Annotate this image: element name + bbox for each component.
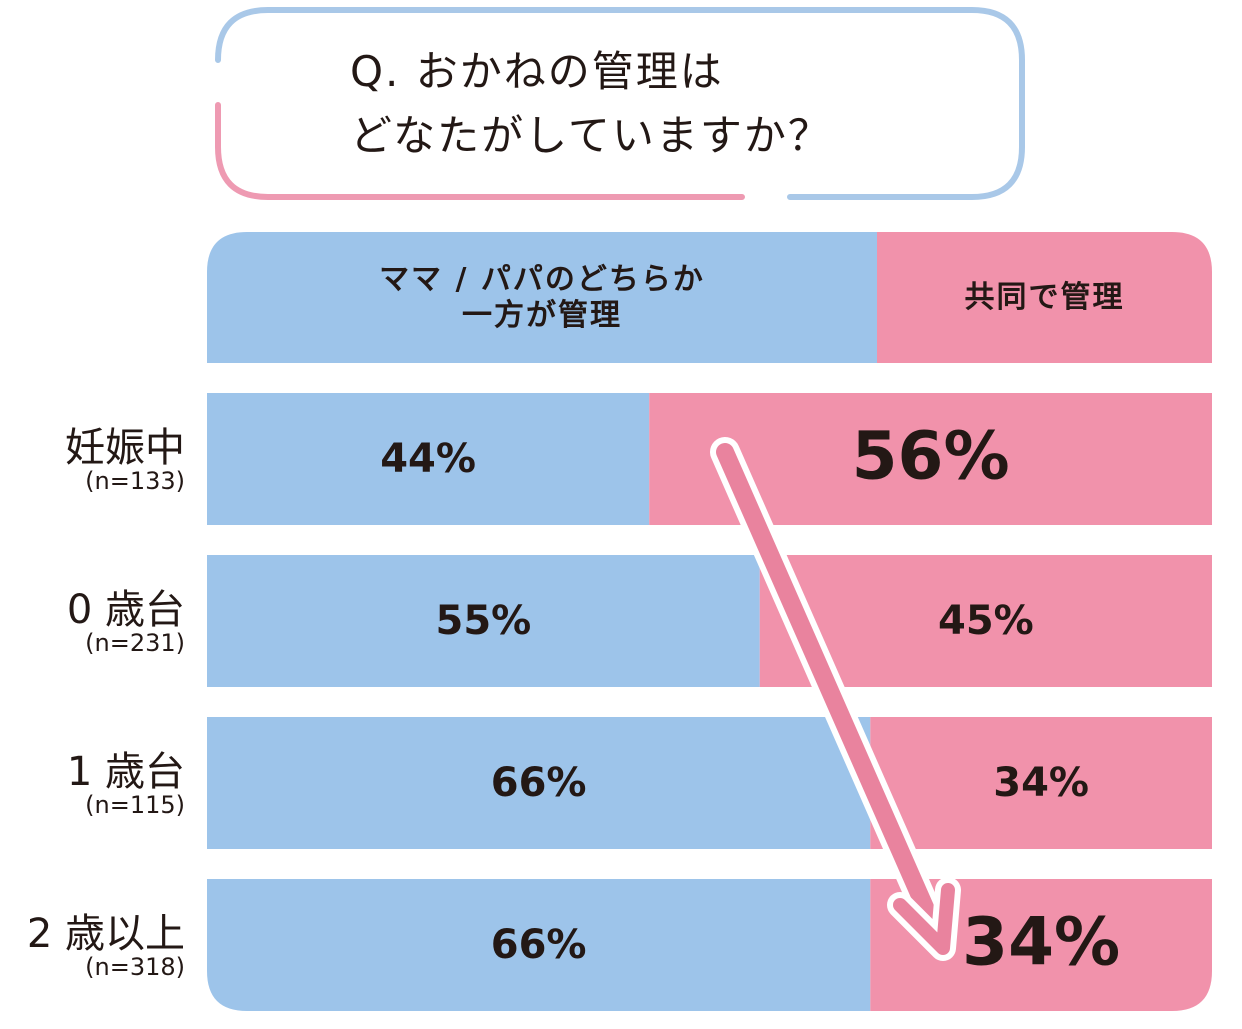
value-label: 66% xyxy=(490,922,587,968)
bar-segment xyxy=(870,717,1212,849)
bar-segment xyxy=(207,879,871,1011)
sample-size-label: (n=231) xyxy=(85,629,185,657)
category-label: 0 歳台 xyxy=(66,587,185,633)
sample-size-label: (n=115) xyxy=(85,791,185,819)
category-label: 2 歳以上 xyxy=(26,911,185,957)
bar-segment xyxy=(207,393,650,525)
value-label: 44% xyxy=(380,436,476,482)
value-label: 56% xyxy=(851,417,1010,495)
legend-swatch xyxy=(877,232,1212,363)
value-label: 34% xyxy=(993,760,1090,806)
value-label: 45% xyxy=(938,598,1034,644)
bar-segment xyxy=(207,555,760,687)
chart-title: Q. おかねの管理は xyxy=(350,47,724,96)
trend-arrow xyxy=(710,437,961,961)
legend-swatch xyxy=(207,232,877,363)
legend-label: 共同で管理 xyxy=(964,280,1125,315)
value-label: 66% xyxy=(490,760,587,806)
legend-label: ママ / パパのどちらか 一方が管理 xyxy=(379,262,705,333)
value-label: 34% xyxy=(962,903,1121,981)
bar-segment xyxy=(759,555,1212,687)
chart-title: どなたがしていますか？ xyxy=(350,111,832,160)
bar-segment xyxy=(207,717,871,849)
sample-size-label: (n=318) xyxy=(85,953,185,981)
category-label: 妊娠中 xyxy=(65,425,185,471)
category-label: 1 歳台 xyxy=(66,749,185,795)
value-label: 55% xyxy=(435,598,532,644)
bubble-outline xyxy=(215,102,745,200)
sample-size-label: (n=133) xyxy=(85,467,185,495)
bubble-outline xyxy=(215,7,1025,200)
